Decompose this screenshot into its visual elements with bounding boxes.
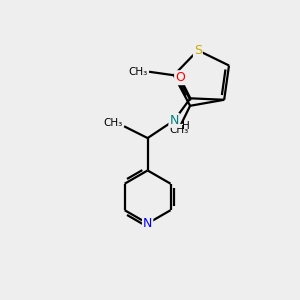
Text: CH₃: CH₃ bbox=[128, 67, 148, 77]
Text: N: N bbox=[169, 114, 179, 127]
Text: CH₃: CH₃ bbox=[169, 125, 189, 135]
Text: O: O bbox=[175, 71, 185, 84]
Text: S: S bbox=[194, 44, 202, 57]
Text: H: H bbox=[182, 121, 190, 131]
Text: N: N bbox=[143, 217, 152, 230]
Text: CH₃: CH₃ bbox=[103, 118, 123, 128]
